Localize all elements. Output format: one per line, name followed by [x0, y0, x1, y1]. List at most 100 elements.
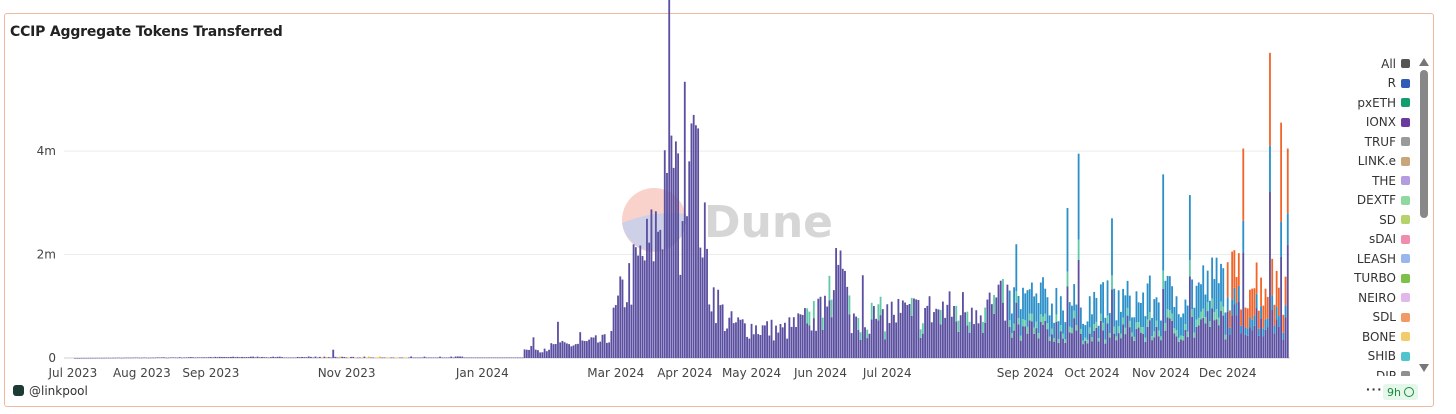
- bar-segment: [957, 331, 960, 358]
- more-options-button[interactable]: ···: [1366, 381, 1383, 397]
- bar-segment: [109, 357, 112, 359]
- bar-segment: [1122, 317, 1125, 325]
- bar-segment: [1155, 326, 1158, 358]
- legend-item[interactable]: BONE: [1330, 327, 1410, 347]
- bar-segment: [701, 257, 704, 358]
- bar-segment: [937, 309, 940, 358]
- bar-segment: [1242, 252, 1245, 358]
- bar-segment: [1084, 340, 1087, 358]
- bar-segment: [1242, 148, 1245, 221]
- legend-item[interactable]: sDAI: [1330, 230, 1410, 250]
- bar-segment: [363, 356, 366, 358]
- legend-item[interactable]: R: [1330, 74, 1410, 94]
- bar-segment: [1160, 320, 1162, 337]
- bar-segment: [1224, 312, 1227, 335]
- bar-segment: [1215, 319, 1218, 358]
- legend-item[interactable]: IONX: [1330, 113, 1410, 133]
- legend-item[interactable]: pxETH: [1330, 93, 1410, 113]
- bar-segment: [1037, 302, 1040, 333]
- bar-segment: [643, 260, 646, 358]
- legend-scroll-up-icon[interactable]: [1419, 58, 1429, 66]
- bar-segment: [772, 340, 775, 358]
- bar-segment: [425, 357, 428, 359]
- legend-item[interactable]: SD: [1330, 210, 1410, 230]
- bar-segment: [1035, 321, 1038, 329]
- bar-segment: [1106, 315, 1109, 324]
- bar-segment: [768, 335, 771, 358]
- bar-segment: [1033, 296, 1036, 328]
- bar-segment: [83, 357, 85, 359]
- user-avatar-icon: [13, 385, 24, 396]
- legend-item[interactable]: SDL: [1330, 308, 1410, 328]
- bar-segment: [192, 357, 194, 358]
- bar-segment: [1269, 191, 1271, 358]
- bar-segment: [637, 255, 639, 358]
- legend-item[interactable]: DIP: [1330, 366, 1410, 376]
- bar-segment: [1231, 315, 1234, 358]
- legend-item[interactable]: DEXTF: [1330, 191, 1410, 211]
- bar-segment: [1273, 304, 1276, 326]
- bar-segment: [1213, 320, 1216, 358]
- bar-segment: [1231, 251, 1234, 300]
- bar-segment: [908, 304, 911, 358]
- bar-segment: [1042, 316, 1044, 325]
- bar-segment: [968, 321, 971, 333]
- bar-segment: [706, 248, 708, 358]
- bar-segment: [227, 357, 230, 358]
- bar-segment: [1144, 341, 1147, 358]
- legend-item[interactable]: NEIRO: [1330, 288, 1410, 308]
- legend-item[interactable]: LINK.e: [1330, 152, 1410, 172]
- bar-segment: [935, 308, 938, 358]
- legend-item[interactable]: TRUF: [1330, 132, 1410, 152]
- bar-segment: [1037, 332, 1040, 339]
- bar-segment: [550, 343, 553, 358]
- bar-segment: [1175, 296, 1178, 331]
- bar-segment: [915, 299, 918, 358]
- bar-segment: [1173, 328, 1176, 334]
- bar-segment: [1182, 340, 1185, 358]
- legend-item[interactable]: LEASH: [1330, 249, 1410, 269]
- legend-item[interactable]: All: [1330, 54, 1410, 74]
- legend-item[interactable]: TURBO: [1330, 269, 1410, 289]
- bar-segment: [763, 325, 766, 358]
- legend-item[interactable]: SHIB: [1330, 347, 1410, 367]
- bar-segment: [1164, 322, 1167, 331]
- bar-segment: [376, 357, 379, 359]
- bar-segment: [835, 248, 837, 358]
- bar-segment: [1235, 303, 1238, 316]
- bar-segment: [1142, 327, 1145, 334]
- bar-segment: [1195, 319, 1198, 327]
- bar-segment: [746, 336, 748, 358]
- bar-segment: [545, 351, 548, 358]
- bar-segment: [899, 312, 902, 358]
- bar-segment: [365, 357, 368, 359]
- bar-segment: [563, 342, 566, 358]
- bar-segment: [1195, 285, 1198, 320]
- bar-segment: [690, 123, 693, 359]
- bar-segment: [557, 321, 559, 358]
- bar-segment: [1111, 289, 1113, 358]
- bar-segment: [1024, 319, 1027, 327]
- legend-scrollbar-thumb[interactable]: [1420, 70, 1428, 218]
- bar-segment: [485, 357, 488, 359]
- bar-segment: [430, 357, 433, 359]
- legend-item[interactable]: THE: [1330, 171, 1410, 191]
- bar-segment: [394, 357, 397, 359]
- bar-segment: [1113, 333, 1116, 358]
- author-link[interactable]: @linkpool: [29, 384, 88, 398]
- y-tick-label: 4m: [37, 144, 56, 158]
- legend-scroll-down-icon[interactable]: [1419, 364, 1429, 372]
- bar-segment: [1157, 302, 1160, 331]
- bar-segment: [1048, 336, 1051, 342]
- bar-segment: [272, 356, 275, 358]
- bar-segment: [710, 311, 713, 358]
- bar-segment: [1077, 153, 1080, 240]
- bar-segment: [1124, 295, 1127, 328]
- bar-segment: [752, 334, 755, 358]
- bar-segment: [848, 295, 851, 315]
- bar-segment: [1262, 328, 1265, 337]
- bar-segment: [401, 357, 404, 359]
- legend-swatch: [1401, 117, 1410, 127]
- bar-segment: [1195, 326, 1198, 358]
- bar-segment: [1211, 298, 1214, 309]
